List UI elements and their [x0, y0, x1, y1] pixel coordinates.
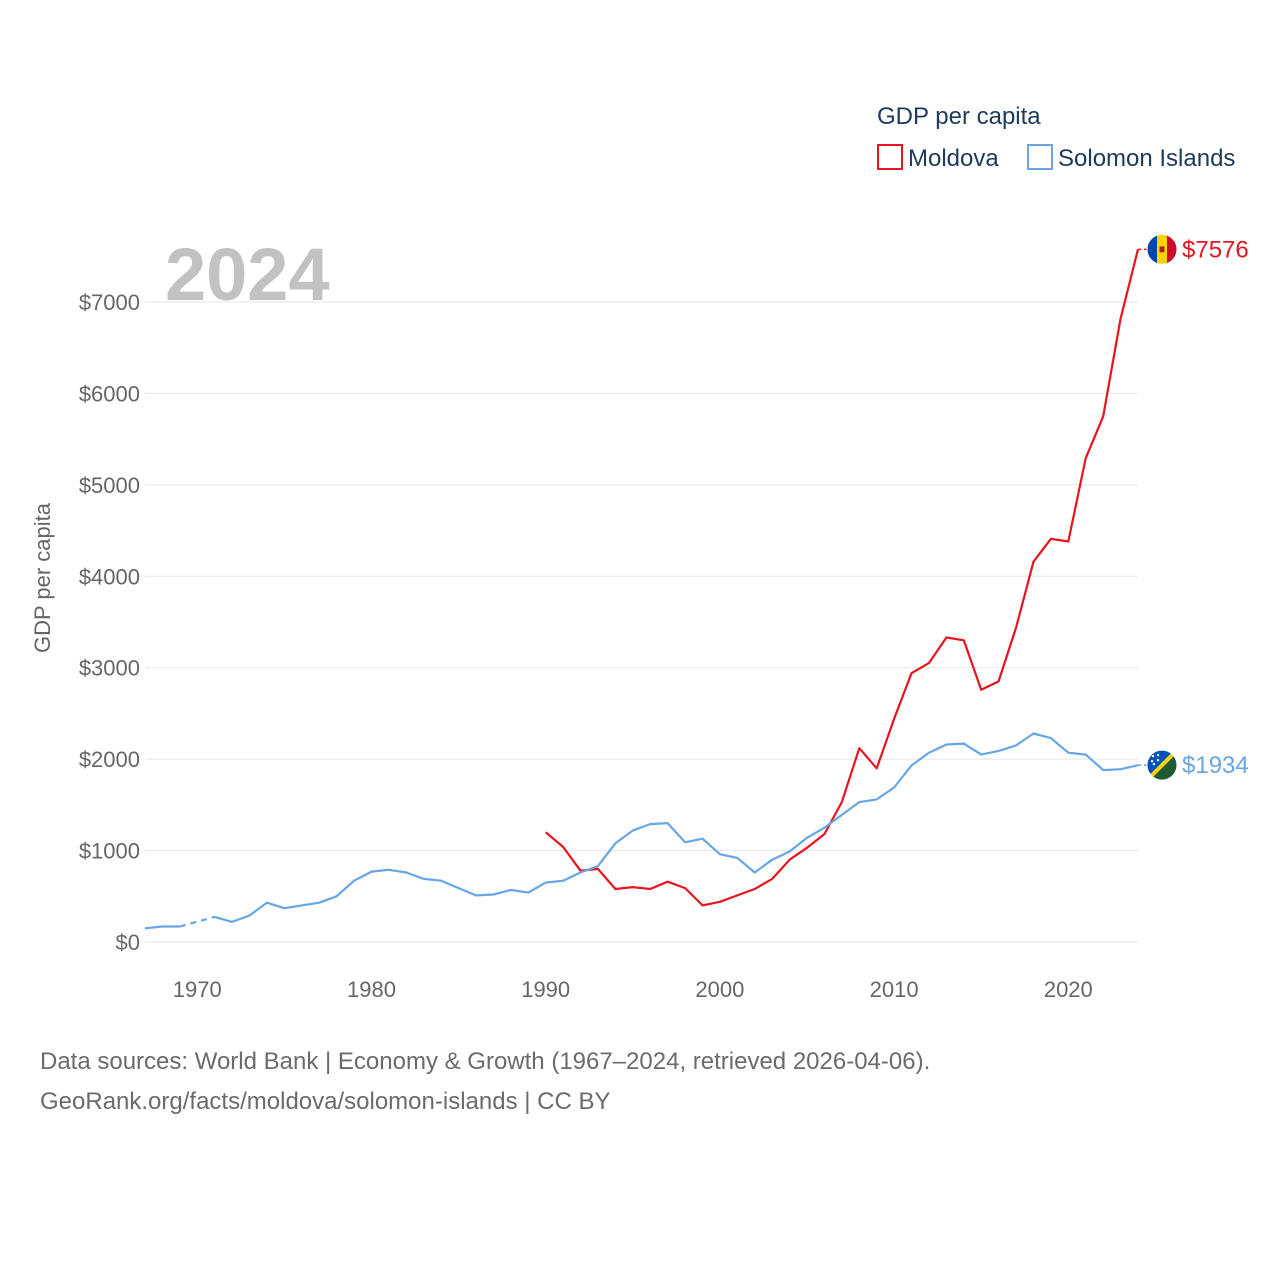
chart: $0 $1000 $2000 $3000 $4000 $5000 $6000 $7000 197…	[30, 103, 1249, 1002]
series-line	[214, 732, 1139, 923]
y-tick-label: $1000	[79, 839, 140, 864]
y-axis-label: GDP per capita	[30, 502, 55, 653]
series-line	[144, 925, 180, 930]
source-note: Data sources: World Bank | Economy & Gro…	[40, 1042, 1240, 1122]
legend-item-solomon-islands[interactable]: Solomon Islands	[1027, 144, 1235, 172]
y-tick-label: $5000	[79, 473, 140, 498]
legend-label-moldova: Moldova	[908, 145, 999, 172]
series-solomon-islands[interactable]	[144, 732, 1139, 930]
series-moldova[interactable]	[544, 249, 1140, 907]
legend: GDP per capita Moldova Solomon Islands	[877, 103, 1235, 172]
legend-swatch-solomon-islands	[1027, 144, 1053, 170]
source-line-1: Data sources: World Bank | Economy & Gro…	[40, 1048, 931, 1075]
y-tick-label: $4000	[79, 564, 140, 589]
x-tick-label: 2010	[870, 977, 919, 1002]
legend-swatch-moldova	[877, 144, 903, 170]
y-tick-label: $6000	[79, 381, 140, 406]
x-tick-label: 2000	[695, 977, 744, 1002]
x-tick-label: 2020	[1044, 977, 1093, 1002]
end-value-label: $7576	[1182, 236, 1249, 263]
legend-item-moldova[interactable]: Moldova	[877, 144, 999, 172]
flag-outline	[1146, 749, 1178, 781]
x-tick-label: 1970	[173, 977, 222, 1002]
series-gap-line	[179, 915, 215, 928]
source-line-2: GeoRank.org/facts/moldova/solomon-island…	[40, 1088, 611, 1115]
y-tick-label: $7000	[79, 290, 140, 315]
solomon-islands-flag-icon	[1147, 750, 1177, 781]
x-tick-label: 1980	[347, 977, 396, 1002]
y-tick-label: $3000	[79, 656, 140, 681]
x-tick-label: 1990	[521, 977, 570, 1002]
year-label: 2024	[165, 233, 330, 316]
y-tick-label: $0	[116, 930, 140, 955]
legend-title: GDP per capita	[877, 103, 1041, 130]
flag-outline	[1146, 233, 1178, 265]
end-value-label: $1934	[1182, 752, 1249, 779]
moldova-flag-icon	[1147, 234, 1177, 265]
y-tick-label: $2000	[79, 747, 140, 772]
legend-label-solomon-islands: Solomon Islands	[1058, 145, 1235, 172]
series-line	[544, 249, 1140, 907]
